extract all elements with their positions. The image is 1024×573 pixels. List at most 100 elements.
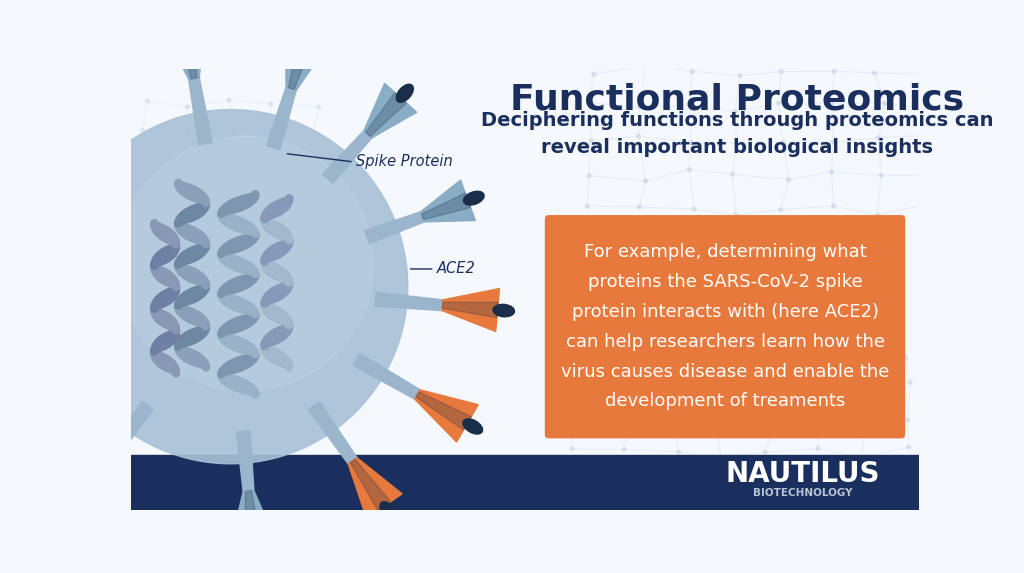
Circle shape xyxy=(637,105,641,108)
Circle shape xyxy=(140,128,144,132)
Circle shape xyxy=(692,207,696,211)
Polygon shape xyxy=(353,354,420,399)
Circle shape xyxy=(831,140,836,144)
Polygon shape xyxy=(0,162,50,206)
Circle shape xyxy=(923,72,927,76)
Ellipse shape xyxy=(247,535,259,557)
Circle shape xyxy=(687,167,691,171)
Circle shape xyxy=(586,205,589,208)
Circle shape xyxy=(677,450,681,454)
Bar xyxy=(131,454,920,510)
Circle shape xyxy=(829,101,834,105)
Circle shape xyxy=(833,69,837,73)
Circle shape xyxy=(814,351,818,355)
Polygon shape xyxy=(54,354,109,391)
Circle shape xyxy=(637,134,641,138)
Polygon shape xyxy=(245,490,260,540)
Circle shape xyxy=(587,101,591,105)
Circle shape xyxy=(883,101,887,105)
Ellipse shape xyxy=(80,481,96,500)
Circle shape xyxy=(872,71,877,75)
Circle shape xyxy=(735,141,738,145)
Circle shape xyxy=(638,205,641,209)
Polygon shape xyxy=(442,302,499,317)
Ellipse shape xyxy=(177,9,189,30)
Circle shape xyxy=(923,203,926,206)
Polygon shape xyxy=(289,38,313,89)
Polygon shape xyxy=(422,193,471,219)
Ellipse shape xyxy=(0,172,10,186)
Polygon shape xyxy=(323,131,372,183)
Polygon shape xyxy=(237,431,254,492)
Circle shape xyxy=(920,106,924,110)
FancyBboxPatch shape xyxy=(545,215,905,438)
Circle shape xyxy=(271,134,274,138)
Circle shape xyxy=(622,382,626,385)
Circle shape xyxy=(860,456,864,460)
Ellipse shape xyxy=(380,502,396,521)
Circle shape xyxy=(623,448,626,452)
Circle shape xyxy=(629,424,632,427)
Circle shape xyxy=(672,413,676,416)
Circle shape xyxy=(232,131,237,134)
Ellipse shape xyxy=(493,304,514,317)
Polygon shape xyxy=(74,446,121,498)
Polygon shape xyxy=(14,384,59,416)
Circle shape xyxy=(829,170,834,174)
Circle shape xyxy=(571,418,575,422)
Text: BIOTECHNOLOGY: BIOTECHNOLOGY xyxy=(753,488,853,498)
Circle shape xyxy=(786,178,791,182)
Circle shape xyxy=(776,101,780,105)
Circle shape xyxy=(778,208,782,211)
Circle shape xyxy=(779,69,783,73)
Circle shape xyxy=(622,354,626,358)
Circle shape xyxy=(781,140,784,144)
Circle shape xyxy=(227,99,231,102)
Circle shape xyxy=(689,141,693,144)
Polygon shape xyxy=(286,34,327,90)
Text: NAUTILUS: NAUTILUS xyxy=(726,460,880,488)
Polygon shape xyxy=(348,458,402,519)
Text: ACE2: ACE2 xyxy=(437,261,476,276)
Circle shape xyxy=(571,350,575,354)
Polygon shape xyxy=(8,382,60,428)
Circle shape xyxy=(876,213,880,217)
Circle shape xyxy=(592,72,596,76)
Ellipse shape xyxy=(463,419,482,434)
Circle shape xyxy=(867,351,871,355)
Text: For example, determining what
proteins the SARS-CoV-2 spike
protein interacts wi: For example, determining what proteins t… xyxy=(561,243,889,410)
Circle shape xyxy=(644,64,648,68)
Circle shape xyxy=(269,102,272,105)
Polygon shape xyxy=(34,305,89,327)
Circle shape xyxy=(730,172,734,176)
Circle shape xyxy=(766,387,769,391)
Circle shape xyxy=(311,131,315,135)
Polygon shape xyxy=(366,93,407,136)
Circle shape xyxy=(690,69,694,73)
Polygon shape xyxy=(0,245,33,262)
Circle shape xyxy=(674,388,678,392)
Circle shape xyxy=(145,99,150,103)
Polygon shape xyxy=(308,402,357,464)
Circle shape xyxy=(185,105,189,109)
Circle shape xyxy=(908,380,912,384)
Circle shape xyxy=(589,139,593,143)
Polygon shape xyxy=(188,77,212,145)
Polygon shape xyxy=(416,392,471,430)
Circle shape xyxy=(831,204,836,208)
Circle shape xyxy=(816,387,820,391)
Circle shape xyxy=(861,383,865,387)
Circle shape xyxy=(877,136,881,140)
Polygon shape xyxy=(442,289,500,332)
Polygon shape xyxy=(32,253,88,273)
Circle shape xyxy=(922,173,925,177)
Circle shape xyxy=(688,104,691,107)
Circle shape xyxy=(644,179,647,183)
Circle shape xyxy=(864,418,867,422)
Circle shape xyxy=(906,418,909,422)
Circle shape xyxy=(573,386,578,390)
Circle shape xyxy=(719,388,723,393)
Circle shape xyxy=(53,109,408,464)
Circle shape xyxy=(587,174,591,178)
Polygon shape xyxy=(85,448,119,490)
